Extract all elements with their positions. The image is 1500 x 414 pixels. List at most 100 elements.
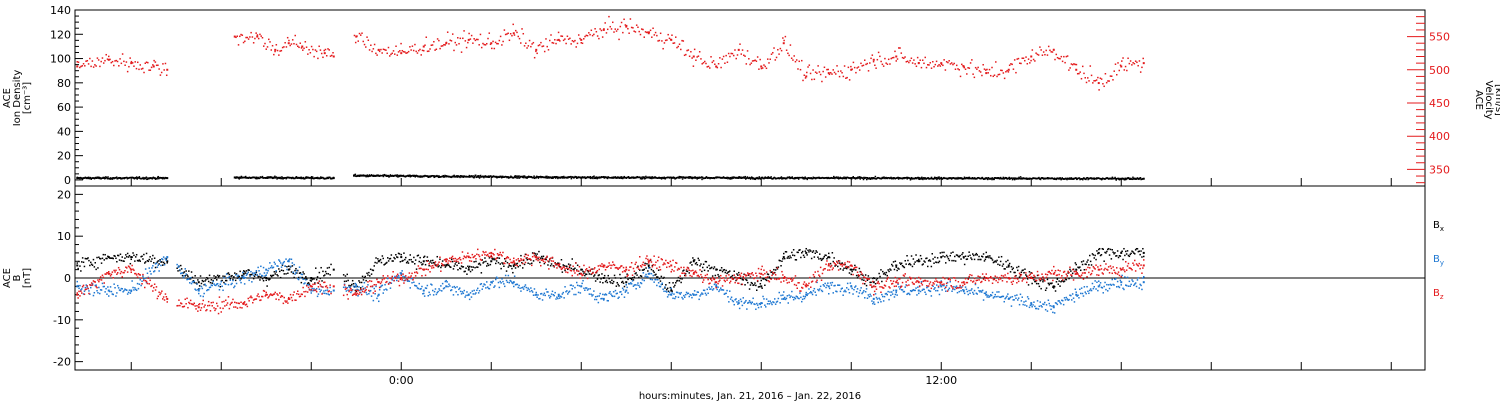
data-point (805, 250, 807, 252)
data-point (468, 33, 470, 35)
data-point (400, 256, 402, 258)
data-point (378, 301, 380, 303)
data-point (1117, 62, 1119, 64)
data-point (277, 265, 279, 267)
data-point (511, 35, 513, 37)
data-point (761, 306, 763, 308)
data-point (471, 266, 473, 268)
data-point (932, 258, 934, 260)
data-point (693, 55, 695, 57)
data-point (499, 257, 501, 259)
data-point (162, 259, 164, 261)
data-point (360, 287, 362, 289)
data-point (1098, 89, 1100, 91)
data-point (442, 283, 444, 285)
data-point (239, 36, 241, 38)
data-point (535, 253, 537, 255)
data-point (133, 289, 135, 291)
data-point (520, 255, 522, 256)
data-point (961, 254, 963, 256)
data-point (240, 278, 242, 280)
data-point (920, 255, 922, 256)
data-point (779, 292, 781, 294)
data-point (801, 60, 803, 62)
data-point (437, 38, 439, 40)
data-point (161, 261, 163, 263)
data-point (203, 296, 205, 298)
data-point (805, 252, 807, 254)
data-point (278, 54, 280, 56)
data-point (1030, 302, 1032, 304)
data-point (234, 272, 236, 274)
data-point (632, 277, 634, 279)
data-point (942, 65, 944, 67)
data-point (226, 280, 228, 282)
data-point (379, 289, 381, 291)
data-point (240, 282, 242, 284)
data-point (649, 31, 651, 32)
data-point (705, 293, 707, 295)
data-point (328, 273, 330, 275)
data-point (321, 280, 323, 282)
data-point (476, 290, 478, 292)
data-point (381, 262, 383, 264)
data-point (475, 261, 477, 263)
data-point (1119, 70, 1121, 72)
data-point (798, 178, 800, 180)
data-point (242, 272, 244, 274)
data-point (760, 304, 762, 306)
data-point (930, 260, 932, 262)
data-point (202, 288, 204, 290)
data-point (914, 261, 916, 263)
data-point (805, 77, 807, 79)
data-point (732, 275, 734, 277)
data-point (535, 294, 537, 296)
data-point (798, 298, 800, 300)
data-point (942, 255, 944, 257)
data-point (718, 63, 720, 65)
data-point (775, 303, 777, 305)
data-point (273, 275, 275, 277)
data-point (880, 61, 882, 63)
data-point (306, 46, 308, 48)
data-point (481, 283, 483, 285)
data-point (529, 40, 531, 42)
data-point (296, 176, 298, 178)
data-point (1137, 65, 1139, 67)
data-point (473, 266, 475, 268)
data-point (312, 49, 314, 51)
data-point (98, 256, 100, 258)
data-point (909, 60, 911, 62)
data-point (322, 271, 324, 273)
data-point (279, 271, 281, 273)
data-point (725, 293, 727, 295)
data-point (1038, 54, 1040, 56)
data-point (294, 270, 296, 272)
data-point (802, 251, 804, 253)
data-point (598, 38, 600, 40)
data-point (276, 44, 278, 46)
data-point (98, 59, 100, 61)
data-point (246, 270, 248, 272)
data-point (460, 291, 462, 293)
data-point (344, 281, 346, 283)
data-point (380, 259, 382, 261)
data-point (1134, 63, 1136, 65)
data-point (77, 262, 79, 264)
data-point (850, 66, 852, 68)
data-point (401, 272, 403, 274)
data-point (1055, 290, 1057, 292)
data-point (618, 296, 620, 298)
data-point (97, 292, 99, 294)
data-point (1007, 260, 1009, 262)
data-point (132, 252, 134, 254)
data-point (610, 293, 612, 295)
data-point (924, 291, 926, 293)
data-point (898, 268, 900, 270)
data-point (88, 260, 90, 262)
data-point (272, 45, 274, 47)
data-point (279, 260, 281, 262)
data-point (923, 289, 925, 291)
data-point (799, 249, 801, 251)
data-point (681, 297, 683, 299)
